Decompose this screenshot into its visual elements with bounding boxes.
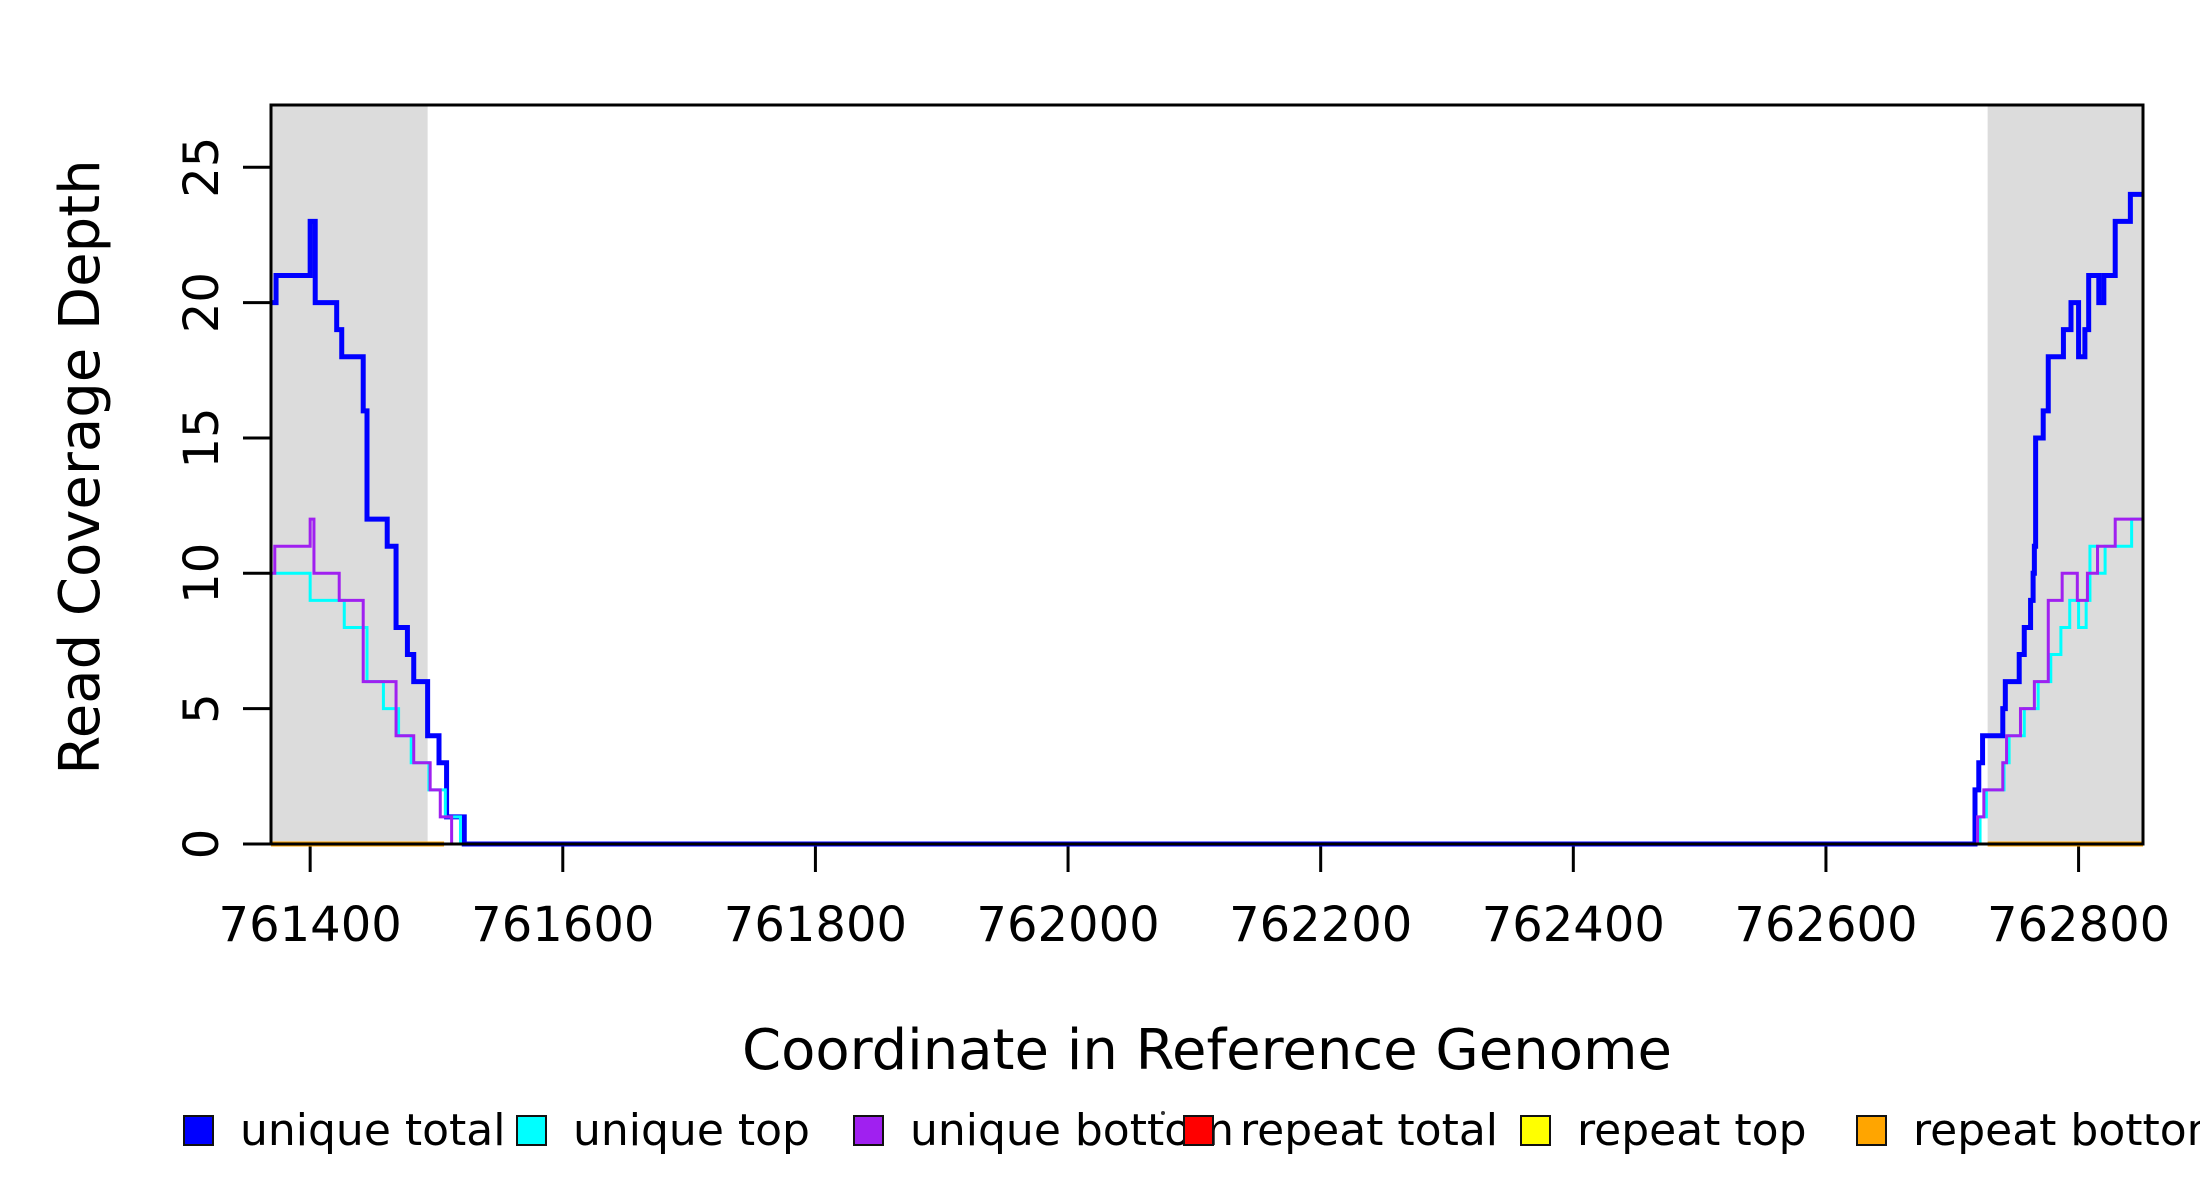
legend-label: unique bottom [910,1104,1235,1156]
series-line-unique-top [271,517,2143,846]
legend-label: repeat total [1240,1104,1499,1156]
repeat-total-swatch [1183,1114,1214,1146]
repeat-top-swatch [1520,1114,1551,1146]
legend-item-unique-top: unique top [516,1104,810,1156]
legend-item-unique-bottom: unique bottom [853,1104,1235,1156]
y-tick-label: 5 [174,693,230,724]
y-tick-label: 25 [174,137,230,198]
x-tick-label: 761800 [724,897,907,953]
series-line-unique-bottom [271,517,2143,846]
legend: unique total unique top unique bottom re… [0,1104,2200,1166]
stray-dot-artifact [1161,1111,1165,1115]
y-tick-label: 20 [174,272,230,333]
y-axis-title: Read Coverage Depth [48,159,113,775]
repeat-bottom-swatch [1856,1114,1887,1146]
x-tick-label: 762000 [976,897,1159,953]
series-line-unique-total [271,191,2143,847]
repeat-region-left [271,105,428,844]
x-tick-label: 762400 [1482,897,1665,953]
legend-item-unique-total: unique total [183,1104,506,1156]
legend-item-repeat-bottom: repeat bottom [1856,1104,2200,1156]
x-tick-label: 762600 [1734,897,1917,953]
legend-label: unique total [240,1104,506,1156]
x-tick-label: 761400 [219,897,402,953]
legend-label: repeat top [1577,1104,1807,1156]
legend-label: unique top [573,1104,810,1156]
x-tick-label: 762200 [1229,897,1412,953]
y-tick-label: 15 [174,407,230,468]
x-tick-label: 762800 [1987,897,2170,953]
legend-item-repeat-total: repeat total [1183,1104,1499,1156]
unique-top-swatch [516,1114,547,1146]
legend-item-repeat-top: repeat top [1520,1104,1807,1156]
unique-total-swatch [183,1114,214,1146]
plot-border [269,103,2145,846]
x-axis-title: Coordinate in Reference Genome [741,1018,1673,1083]
x-tick-label: 761600 [471,897,654,953]
y-tick-label: 0 [174,829,230,860]
unique-bottom-swatch [853,1114,884,1146]
repeat-region-right [1987,105,2143,844]
y-tick-label: 10 [174,543,230,604]
legend-label: repeat bottom [1913,1104,2200,1156]
